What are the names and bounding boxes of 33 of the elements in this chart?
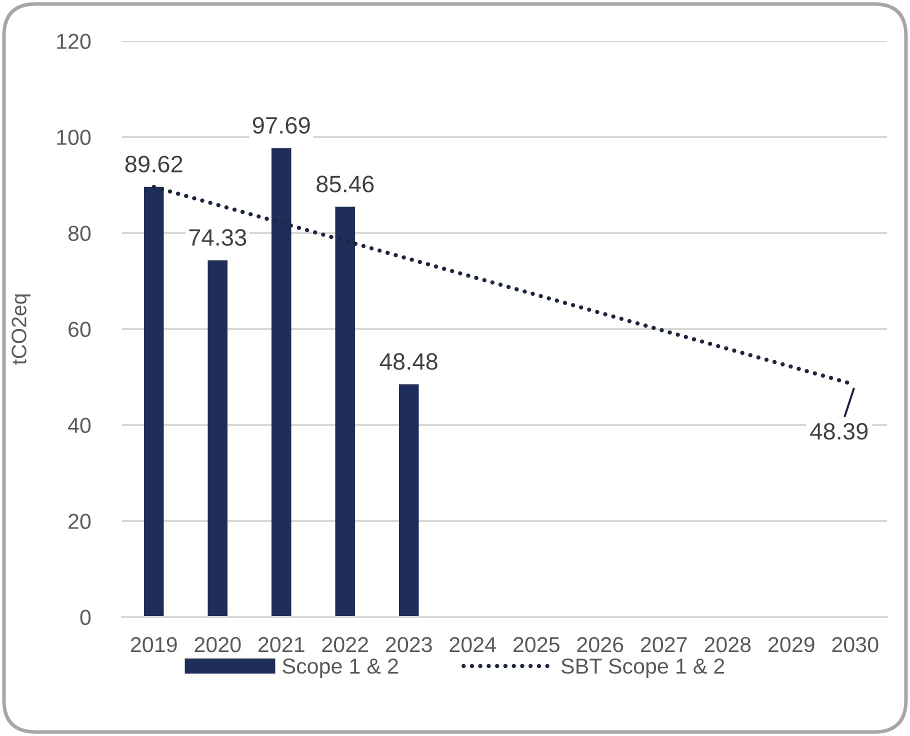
x-tick-label: 2019 — [131, 637, 177, 652]
x-tick-label: 2029 — [768, 637, 814, 652]
x-tick-label: 2024 — [450, 637, 496, 652]
x-tick-label: 2028 — [704, 637, 751, 652]
data-label: 48.39 — [810, 422, 868, 440]
x-tick-label: 2030 — [832, 637, 878, 652]
legend-label: Scope 1 & 2 — [282, 658, 398, 678]
x-tick-label: 2021 — [258, 637, 304, 652]
x-tick-label: 2020 — [194, 637, 241, 652]
y-tick-label: 20 — [68, 514, 91, 530]
x-tick-label: 2022 — [322, 637, 368, 652]
y-axis-title: tCO2eq — [12, 294, 31, 365]
data-label: 74.33 — [189, 229, 246, 246]
y-tick-label: 40 — [68, 418, 91, 434]
bar — [271, 148, 292, 617]
data-label: 89.62 — [125, 156, 182, 172]
y-tick-label: 100 — [57, 130, 91, 146]
y-tick-label: 80 — [68, 226, 91, 242]
bar — [208, 260, 228, 617]
x-tick-label: 2023 — [386, 637, 432, 652]
y-tick-label: 120 — [57, 34, 91, 50]
x-tick-label: 2025 — [514, 637, 560, 652]
bar — [398, 384, 419, 617]
data-label: 85.46 — [316, 176, 374, 192]
legend-label: SBT Scope 1 & 2 — [561, 658, 724, 678]
x-tick-label: 2026 — [577, 637, 624, 652]
y-tick-label: 60 — [68, 322, 91, 338]
y-tick-label: 0 — [80, 610, 91, 626]
bar — [335, 206, 356, 617]
data-label: 48.48 — [380, 353, 438, 370]
data-label: 97.69 — [252, 116, 310, 134]
x-tick-label: 2027 — [641, 637, 687, 652]
bar — [144, 186, 164, 617]
